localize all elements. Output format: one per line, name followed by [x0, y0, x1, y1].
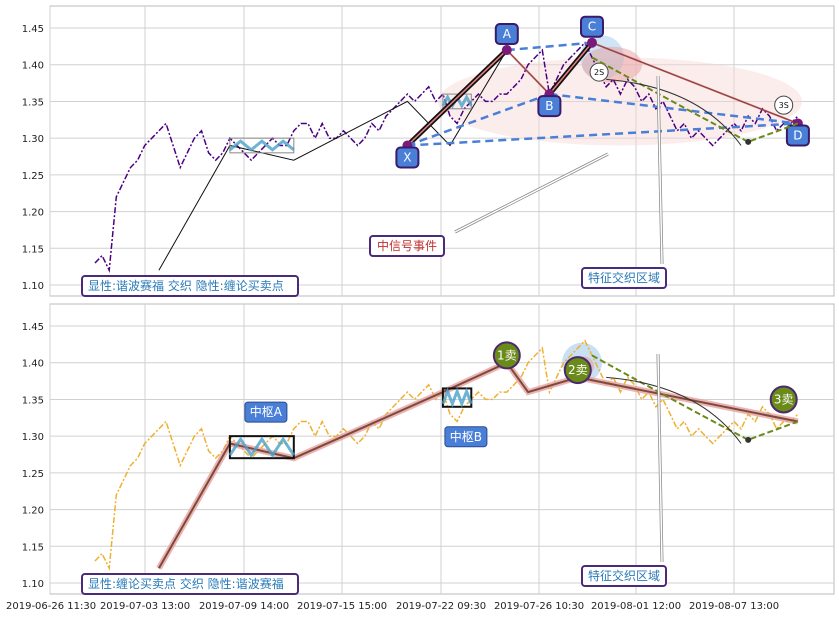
x-tick-label: 2019-07-09 14:00	[199, 601, 289, 612]
y-tick-label: 1.15	[22, 244, 44, 255]
pattern-leg-inner	[406, 49, 508, 147]
pivot-label: 中枢A	[250, 404, 283, 419]
pattern-leg	[506, 49, 551, 95]
pattern-label: D	[793, 128, 802, 142]
x-tick-label: 2019-07-03 13:00	[100, 601, 190, 612]
sell-marker	[492, 341, 521, 370]
y-tick-label: 1.30	[22, 134, 44, 145]
y-tick-label: 1.40	[22, 359, 44, 370]
pivot-zigzag	[228, 436, 296, 458]
pattern-label: A	[503, 27, 512, 41]
pivot-box	[229, 137, 295, 154]
pivot-label-box	[444, 426, 488, 448]
sell-marker	[769, 385, 798, 414]
pattern-ratio-line	[549, 92, 799, 125]
x-tick-label: 2019-08-07 13:00	[689, 601, 779, 612]
panel-caption-box	[81, 573, 299, 595]
panel-top: 1.10 1.15 1.20 1.25 1.30 1.35 1.40 1.45 X A B C D 2S 3…	[22, 5, 835, 297]
y-tick-label: 1.45	[22, 322, 44, 333]
price-line	[94, 41, 799, 274]
sell-marker-label: 3卖	[774, 392, 794, 406]
y-tick-label: 1.45	[22, 24, 44, 35]
panel-bottom: 1.10 1.15 1.20 1.25 1.30 1.35 1.40 1.45 中枢A 中枢B 1卖…	[22, 303, 835, 595]
signal-marker	[774, 95, 794, 115]
annotation-box	[369, 235, 445, 257]
panel-caption-box	[81, 275, 299, 297]
projection-end	[745, 138, 752, 145]
projection-arc	[606, 78, 742, 146]
pivot-zigzag	[441, 387, 473, 408]
annotation-arrow-inner	[657, 353, 663, 563]
pattern-label-box	[494, 23, 519, 46]
panel-caption: 显性:谐波赛福 交织 隐性:缠论买卖点	[88, 278, 284, 293]
y-tick-label: 1.10	[22, 281, 44, 292]
pattern-label-box	[785, 124, 810, 147]
intersection-zone	[582, 46, 642, 83]
annotation-text: 特征交织区域	[588, 568, 660, 583]
signal-marker	[589, 62, 609, 82]
pattern-point	[501, 45, 512, 56]
sell-marker-label: 2卖	[568, 363, 588, 377]
plot-frame	[49, 303, 835, 595]
annotation-text: 特征交织区域	[588, 270, 660, 285]
y-tick-label: 1.15	[22, 542, 44, 553]
signal-marker-label: 2S	[594, 68, 604, 77]
annotation-arrow-inner	[454, 153, 609, 233]
y-tick-label: 1.25	[22, 469, 44, 480]
pattern-ratio-line	[506, 41, 593, 52]
pattern-label-box	[395, 146, 420, 169]
x-tick-label: 2019-07-26 10:30	[494, 601, 584, 612]
pattern-label: B	[545, 99, 553, 113]
y-tick-label: 1.35	[22, 97, 44, 108]
x-tick-label: 2019-07-22 09:30	[396, 601, 486, 612]
signal-marker-label: 3S	[779, 101, 789, 110]
projection-curve	[591, 56, 799, 143]
pivot-label-box	[244, 401, 288, 423]
y-tick-label: 1.25	[22, 171, 44, 182]
price-line	[94, 339, 799, 572]
annotation-box	[581, 565, 667, 587]
projection-end	[745, 436, 752, 443]
pivot-label: 中枢B	[450, 429, 482, 444]
y-tick-label: 1.30	[22, 432, 44, 443]
y-tick-label: 1.20	[22, 208, 44, 219]
x-tick-label: 2019-06-26 11:30	[6, 601, 96, 612]
pivot-zigzag	[228, 139, 295, 152]
projection-arc	[606, 376, 742, 444]
y-tick-label: 1.20	[22, 506, 44, 517]
pattern-ratio-line	[407, 122, 798, 147]
pattern-point	[587, 37, 597, 48]
y-tick-label: 1.40	[22, 61, 44, 72]
annotation-box	[581, 267, 667, 289]
y-tick-label: 1.10	[22, 579, 44, 590]
pattern-label: X	[403, 150, 411, 164]
pattern-label-box	[580, 15, 604, 38]
pattern-label: C	[588, 20, 596, 34]
pivot-box	[228, 435, 295, 460]
projection-curve	[591, 354, 799, 441]
annotation-arrow-inner	[657, 75, 663, 265]
annotation-text: 中信号事件	[377, 238, 437, 253]
sell-marker	[563, 356, 592, 385]
pattern-leg-inner	[548, 42, 593, 95]
pattern-label-box	[537, 95, 562, 118]
y-tick-label: 1.35	[22, 395, 44, 406]
x-tick-label: 2019-07-15 15:00	[297, 601, 387, 612]
x-tick-label: 2019-08-01 12:00	[591, 601, 681, 612]
sell-marker-label: 1卖	[497, 348, 517, 362]
panel-caption: 显性:缠论买卖点 交织 隐性:谐波赛福	[88, 576, 284, 591]
pattern-leg	[591, 41, 799, 125]
